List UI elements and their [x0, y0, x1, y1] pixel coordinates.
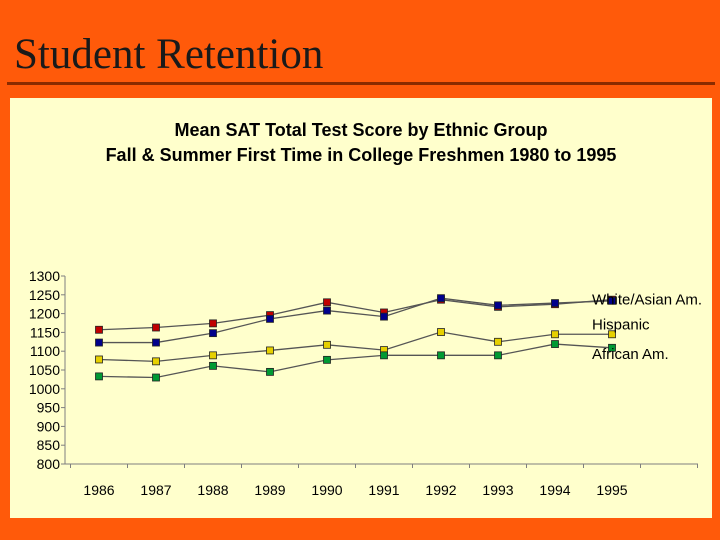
data-point	[608, 296, 616, 305]
y-tick-label: 1100	[30, 343, 60, 359]
data-point	[152, 357, 160, 366]
legend-label: Hispanic	[592, 316, 650, 333]
data-point	[152, 338, 160, 347]
chart-title: Mean SAT Total Test Score by Ethnic Grou…	[174, 120, 547, 140]
y-tick-label: 1000	[29, 381, 60, 397]
title-divider	[7, 82, 715, 85]
data-point	[380, 351, 388, 360]
data-point	[209, 319, 217, 328]
data-point	[266, 314, 274, 323]
data-point	[323, 298, 331, 307]
data-point	[209, 329, 217, 338]
chart-legend: White/Asian Am. Hispanic African Am.	[592, 292, 702, 363]
x-tick-label: 1991	[368, 482, 399, 498]
y-tick-label: 800	[37, 456, 61, 472]
data-point	[494, 337, 502, 346]
slide-title: Student Retention	[14, 31, 324, 78]
y-tick-label: 1300	[29, 268, 60, 284]
series-line	[98, 299, 613, 331]
y-tick-label: 950	[37, 400, 61, 416]
x-tick-label: 1994	[539, 482, 570, 498]
x-tick-label: 1995	[596, 482, 627, 498]
data-point	[95, 372, 103, 381]
data-point	[152, 373, 160, 382]
chart-subtitle: Fall & Summer First Time in College Fres…	[106, 145, 617, 165]
chart-panel: Mean SAT Total Test Score by Ethnic Grou…	[10, 98, 712, 518]
data-point	[95, 338, 103, 347]
x-tick-label: 1988	[197, 482, 228, 498]
data-point	[380, 312, 388, 321]
x-tick-label: 1986	[83, 482, 114, 498]
legend-label: White/Asian Am.	[592, 292, 702, 309]
data-point	[323, 306, 331, 315]
chart-series	[95, 294, 616, 382]
data-point	[551, 330, 559, 339]
data-point	[608, 343, 616, 352]
data-point	[437, 294, 445, 303]
data-point	[551, 340, 559, 348]
data-point	[494, 301, 502, 310]
data-point	[209, 361, 217, 370]
y-tick-label: 900	[37, 418, 61, 434]
x-tick-label: 1990	[311, 482, 342, 498]
legend-label: African Am.	[592, 346, 669, 363]
data-point	[95, 325, 103, 334]
data-point	[95, 355, 103, 364]
x-tick-label: 1992	[425, 482, 456, 498]
y-tick-label: 1200	[29, 306, 60, 322]
series-line	[98, 343, 613, 379]
data-point	[608, 330, 616, 339]
chart-axes: 1300 1250 1200 1150 1100 1050 1000 950 900 850 800…	[29, 268, 698, 498]
data-point	[323, 355, 331, 364]
data-point	[494, 351, 502, 360]
data-point	[266, 346, 274, 355]
data-point	[437, 351, 445, 360]
series-line	[99, 297, 613, 344]
data-point	[209, 351, 217, 360]
data-point	[437, 328, 445, 336]
data-point	[323, 340, 331, 349]
data-point	[266, 367, 274, 376]
x-tick-label: 1987	[140, 482, 171, 498]
y-tick-label: 1050	[29, 362, 60, 378]
y-tick-label: 850	[37, 437, 61, 453]
y-tick-label: 1250	[29, 287, 60, 303]
x-tick-label: 1989	[254, 482, 285, 498]
y-tick-label: 1150	[30, 324, 60, 340]
x-tick-label: 1993	[482, 482, 513, 498]
series-line	[98, 331, 612, 363]
data-point	[152, 323, 160, 332]
line-chart: Mean SAT Total Test Score by Ethnic Grou…	[29, 120, 702, 498]
data-point	[551, 299, 559, 307]
